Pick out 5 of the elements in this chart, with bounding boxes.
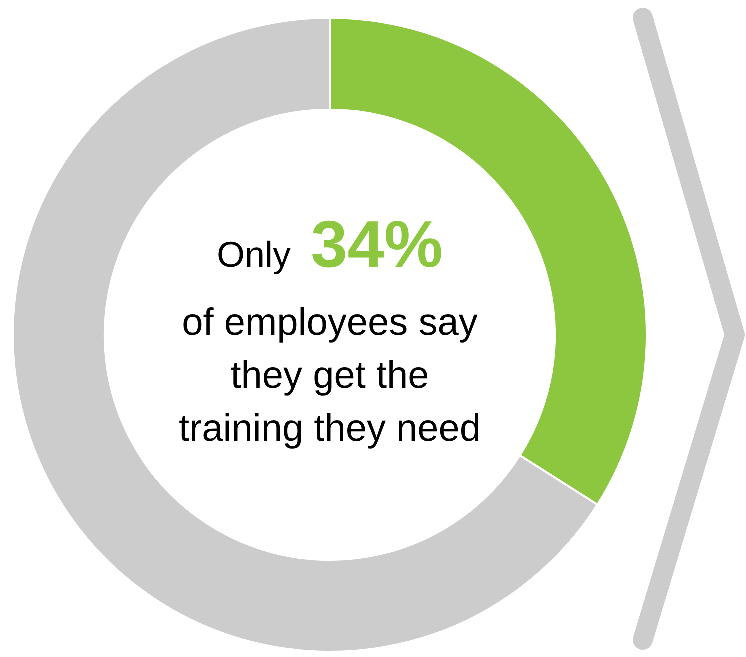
text: Only [216, 234, 291, 275]
text: training they need [178, 408, 482, 450]
data-label: 34% [310, 207, 444, 281]
text: of employees say [182, 302, 478, 344]
text: they get the [230, 355, 430, 397]
